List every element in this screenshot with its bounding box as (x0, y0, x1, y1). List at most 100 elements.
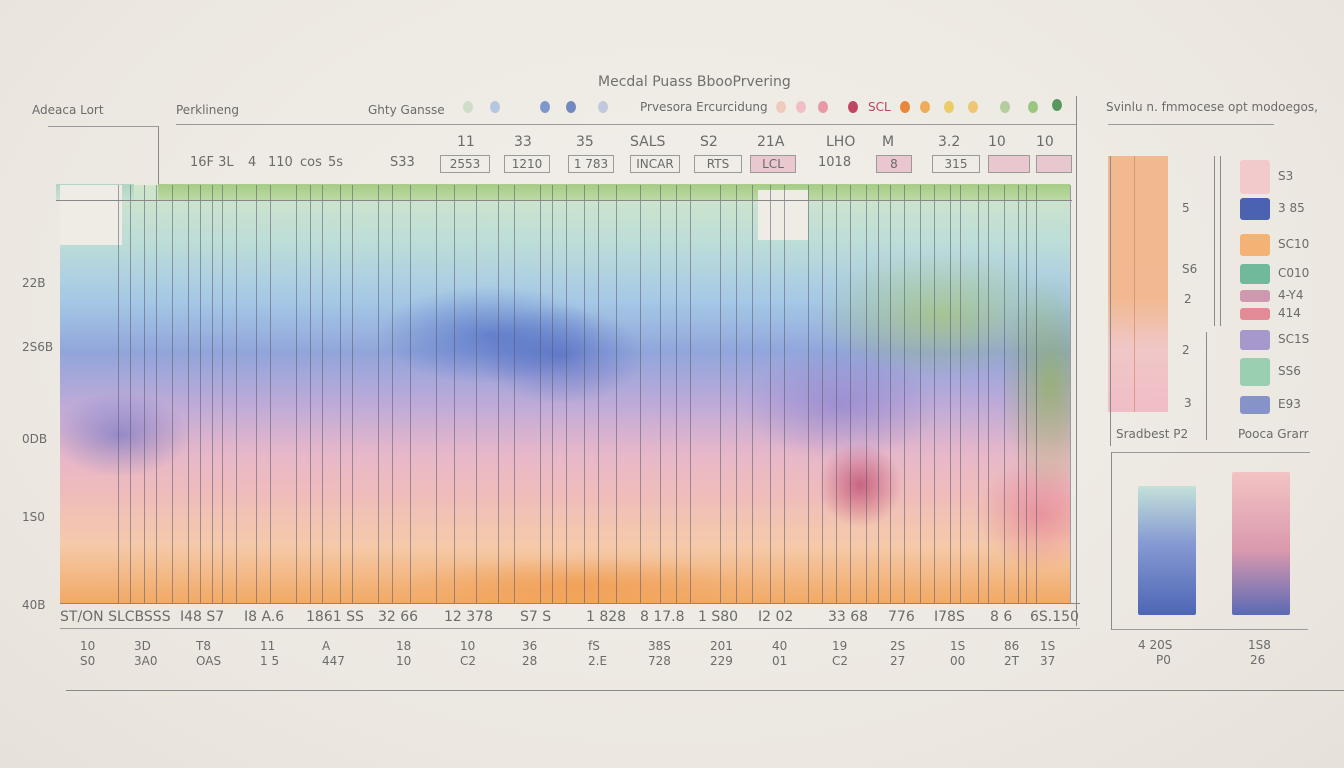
top-box-label: LCL (750, 155, 796, 173)
bottom-sub-label: 27 (890, 654, 906, 668)
paper-gap (758, 190, 808, 240)
grid-line (222, 185, 223, 603)
top-row-label: 10 (988, 134, 1006, 150)
bottom-label: I8 A.6 (244, 609, 285, 625)
bottom-label: I78S (934, 609, 965, 625)
rule (56, 200, 1072, 201)
top-box-label: 4 (248, 155, 257, 170)
top-row-label: 11 (457, 134, 475, 150)
bottom-sub-label: OAS (196, 654, 222, 668)
rule (1206, 332, 1207, 440)
legend-dot-icon (796, 101, 806, 113)
bottom-label: 1861 SS (306, 609, 364, 625)
grid-line (808, 185, 809, 603)
top-box-label (988, 155, 1030, 173)
grid-line (144, 185, 145, 603)
bottom-panel-label: 1S8 (1248, 638, 1271, 652)
bottom-sub-label: fS (588, 639, 600, 653)
heatmap-wash-overlay (60, 185, 1070, 603)
y-tick-label: 22B (22, 276, 46, 290)
top-row-label: 33 (514, 134, 532, 150)
grid-line (498, 185, 499, 603)
bottom-sub-label: 38S (648, 639, 671, 653)
bottom-label: 8 6 (990, 609, 1013, 625)
side-legend-caption: Pooca Grarr (1238, 427, 1309, 441)
grid-line (822, 185, 823, 603)
top-box-label: RTS (694, 155, 742, 173)
top-box-label: 315 (932, 155, 980, 173)
legend-dot-icon (1000, 101, 1010, 113)
grid-line (256, 185, 257, 603)
bottom-sub-label: 00 (950, 654, 966, 668)
legend-dot-icon (490, 101, 500, 113)
rule (60, 628, 1080, 629)
x-axis-line (60, 603, 1080, 604)
grid-line (584, 185, 585, 603)
y-tick-label: 1S0 (22, 510, 45, 524)
bottom-sub-label: 229 (710, 654, 733, 668)
bottom-sub-label: 10 (460, 639, 476, 653)
grid-line (436, 185, 437, 603)
green-band (158, 184, 1070, 200)
grid-line (904, 185, 905, 603)
bottom-panel-label: 26 (1250, 653, 1266, 667)
grid-line (736, 185, 737, 603)
legend-swatch-icon (1240, 358, 1270, 386)
bottom-label: 12 378 (444, 609, 493, 625)
bottom-sub-label: T8 (196, 639, 211, 653)
grid-line (352, 185, 353, 603)
legend-item-label: 3 85 (1278, 201, 1305, 215)
legend-dot-icon (968, 101, 978, 113)
top-box-label: S33 (390, 155, 415, 170)
side-gradient-bar (1108, 156, 1168, 412)
grid-line (212, 185, 213, 603)
bottom-label: I48 S7 (180, 609, 225, 625)
top-box-label: 110 (268, 155, 293, 170)
rule (1220, 156, 1221, 326)
side-scale-label: 2 (1182, 343, 1190, 357)
rule (158, 126, 159, 186)
bottom-sub-label: 1S (950, 639, 966, 653)
grid-line (878, 185, 879, 603)
grid-line (784, 185, 785, 603)
grid-line (200, 185, 201, 603)
grid-line (410, 185, 411, 603)
legend-dot-icon (920, 101, 930, 113)
side-scale-label: 5 (1182, 201, 1190, 215)
grid-line (676, 185, 677, 603)
legend-item-label: C010 (1278, 266, 1310, 280)
grid-line (920, 185, 921, 603)
grid-line (752, 185, 753, 603)
bottom-sub-label: 36 (522, 639, 538, 653)
grid-line (1026, 185, 1027, 603)
bottom-sub-label: 3D (134, 639, 151, 653)
legend-item-label: S3 (1278, 169, 1294, 183)
top-row-label: S2 (700, 134, 718, 150)
top-row-label: 3.2 (938, 134, 961, 150)
bottom-sub-label: 19 (832, 639, 848, 653)
y-tick-label: 0DB (22, 432, 48, 446)
legend-item-label: SC1S (1278, 332, 1310, 346)
grid-line (960, 185, 961, 603)
legend-dot-icon (900, 101, 910, 113)
legend-dot-icon (540, 101, 550, 113)
top-box-label: 5s (328, 155, 344, 170)
y-tick-label: 2S6B (22, 340, 54, 354)
bottom-sub-label: 447 (322, 654, 345, 668)
rule (48, 126, 158, 127)
bottom-sub-label: 2.E (588, 654, 608, 668)
bottom-panel-label: P0 (1156, 653, 1171, 667)
header-label-mid: Perklineng (176, 103, 239, 117)
grid-line (310, 185, 311, 603)
chart-subtitle: Prvesora Ercurcidung (640, 100, 768, 114)
grid-line (130, 185, 131, 603)
legend-item-label: E93 (1278, 397, 1301, 411)
side-panel-title: Svinlu n. fmmocese opt modoegos, (1106, 100, 1318, 114)
bottom-label: ST/ON SLCBSSS (60, 609, 171, 625)
bottom-sub-label: C2 (460, 654, 477, 668)
grid-line (1004, 185, 1005, 603)
grid-line (322, 185, 323, 603)
legend-swatch-icon (1240, 308, 1270, 320)
bottom-sub-label: 01 (772, 654, 788, 668)
bottom-label: 8 17.8 (640, 609, 685, 625)
